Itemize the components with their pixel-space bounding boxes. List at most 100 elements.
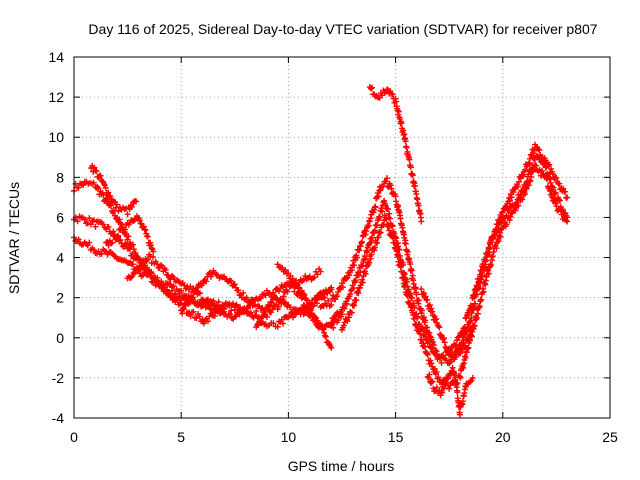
data-point xyxy=(550,184,557,191)
data-point xyxy=(391,239,398,246)
data-point xyxy=(162,287,169,294)
data-point xyxy=(355,272,362,279)
data-point xyxy=(425,374,432,381)
data-point xyxy=(413,291,420,298)
data-point xyxy=(428,360,435,367)
data-point xyxy=(362,231,369,238)
data-point xyxy=(102,184,109,191)
data-point xyxy=(98,250,105,257)
data-point xyxy=(295,285,302,292)
data-point xyxy=(335,317,342,324)
data-point xyxy=(564,194,571,201)
data-point xyxy=(215,298,222,305)
data-point xyxy=(471,294,478,301)
data-point xyxy=(91,164,98,171)
data-point xyxy=(485,270,492,277)
data-point xyxy=(469,324,476,331)
data-point xyxy=(362,270,369,277)
data-point xyxy=(162,267,169,274)
data-point xyxy=(560,213,567,220)
data-point xyxy=(425,338,432,345)
data-point xyxy=(193,315,200,322)
data-point xyxy=(257,319,264,326)
data-point xyxy=(166,290,173,297)
data-point xyxy=(262,311,269,318)
data-point xyxy=(90,179,97,186)
data-point xyxy=(413,321,420,328)
data-point xyxy=(359,238,366,245)
data-point xyxy=(335,288,342,295)
data-point xyxy=(543,163,550,170)
data-point xyxy=(472,300,479,307)
data-point xyxy=(115,208,122,215)
data-point xyxy=(137,265,144,272)
data-point xyxy=(388,90,395,97)
data-point xyxy=(326,288,333,295)
data-point xyxy=(428,345,435,352)
data-point xyxy=(125,245,132,252)
data-point xyxy=(129,250,136,257)
series-track-n xyxy=(366,84,425,225)
data-point xyxy=(75,236,82,243)
data-point xyxy=(205,318,211,325)
data-point xyxy=(401,131,408,138)
data-point xyxy=(474,283,481,290)
data-point xyxy=(271,293,278,300)
data-point xyxy=(468,325,475,332)
data-point xyxy=(325,297,332,304)
data-point xyxy=(457,350,464,357)
x-axis-label: GPS time / hours xyxy=(288,458,395,474)
data-point xyxy=(141,262,148,269)
data-point xyxy=(115,232,122,239)
data-point xyxy=(414,313,421,320)
data-point xyxy=(489,257,496,264)
data-point xyxy=(519,196,526,203)
data-point xyxy=(142,227,149,234)
data-point xyxy=(441,355,448,362)
data-point xyxy=(211,312,218,319)
data-point xyxy=(112,236,119,243)
data-point xyxy=(376,213,383,220)
data-point xyxy=(90,217,97,224)
data-point xyxy=(332,296,339,303)
data-point xyxy=(95,185,102,192)
data-point xyxy=(321,329,328,336)
data-point xyxy=(465,311,472,318)
data-point xyxy=(352,277,359,284)
data-point xyxy=(203,278,210,285)
data-point xyxy=(461,324,468,331)
data-point xyxy=(412,284,419,291)
data-point xyxy=(440,336,447,343)
data-point xyxy=(86,239,93,246)
data-point xyxy=(420,340,427,347)
data-point xyxy=(452,342,459,349)
data-point xyxy=(495,237,502,244)
series-track-g xyxy=(178,265,324,320)
data-point xyxy=(444,375,451,382)
data-point xyxy=(87,221,94,228)
data-point xyxy=(339,280,345,287)
data-point xyxy=(369,234,376,241)
data-point xyxy=(416,330,423,337)
data-point xyxy=(362,255,369,262)
data-point xyxy=(269,306,276,313)
data-point xyxy=(544,175,551,182)
data-point xyxy=(122,240,129,247)
data-point xyxy=(421,328,428,335)
data-point xyxy=(311,274,318,281)
data-point xyxy=(107,240,114,247)
data-point xyxy=(129,241,136,248)
data-point xyxy=(503,221,510,228)
y-axis-ticks: -4 -2 0 2 4 6 8 10 12 14 xyxy=(48,49,610,426)
data-point xyxy=(496,229,503,236)
data-point xyxy=(316,290,323,297)
y-tick-label: 4 xyxy=(56,250,64,266)
data-point xyxy=(359,276,366,283)
data-point xyxy=(144,233,151,240)
data-point xyxy=(487,262,494,269)
x-tick-label: 20 xyxy=(495,429,511,445)
data-point xyxy=(109,239,116,246)
data-point xyxy=(128,203,135,210)
data-point xyxy=(409,172,416,179)
data-point xyxy=(366,259,373,266)
